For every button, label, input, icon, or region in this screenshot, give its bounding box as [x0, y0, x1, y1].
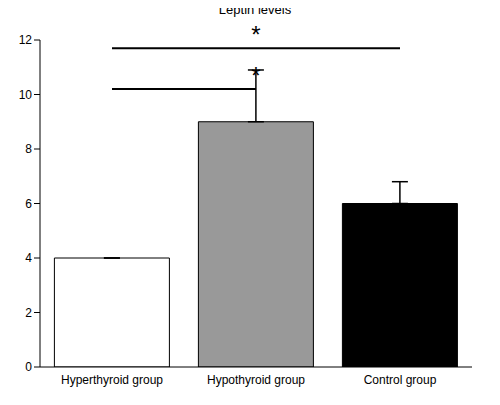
- svg-text:6: 6: [25, 197, 32, 211]
- svg-text:12: 12: [19, 33, 33, 47]
- svg-text:8: 8: [25, 142, 32, 156]
- svg-text:Hyperthyroid group: Hyperthyroid group: [61, 373, 163, 387]
- html-text:Leptin levels: Leptin levels: [218, 2, 292, 17]
- svg-text:0: 0: [25, 360, 32, 374]
- svg-text:Hypothyroid group: Hypothyroid group: [207, 373, 305, 387]
- svg-text:10: 10: [19, 88, 33, 102]
- svg-text:*: *: [251, 62, 260, 89]
- svg-text:2: 2: [25, 306, 32, 320]
- svg-text:4: 4: [25, 251, 32, 265]
- svg-text:Control group: Control group: [364, 373, 437, 387]
- svg-text:*: *: [251, 21, 260, 48]
